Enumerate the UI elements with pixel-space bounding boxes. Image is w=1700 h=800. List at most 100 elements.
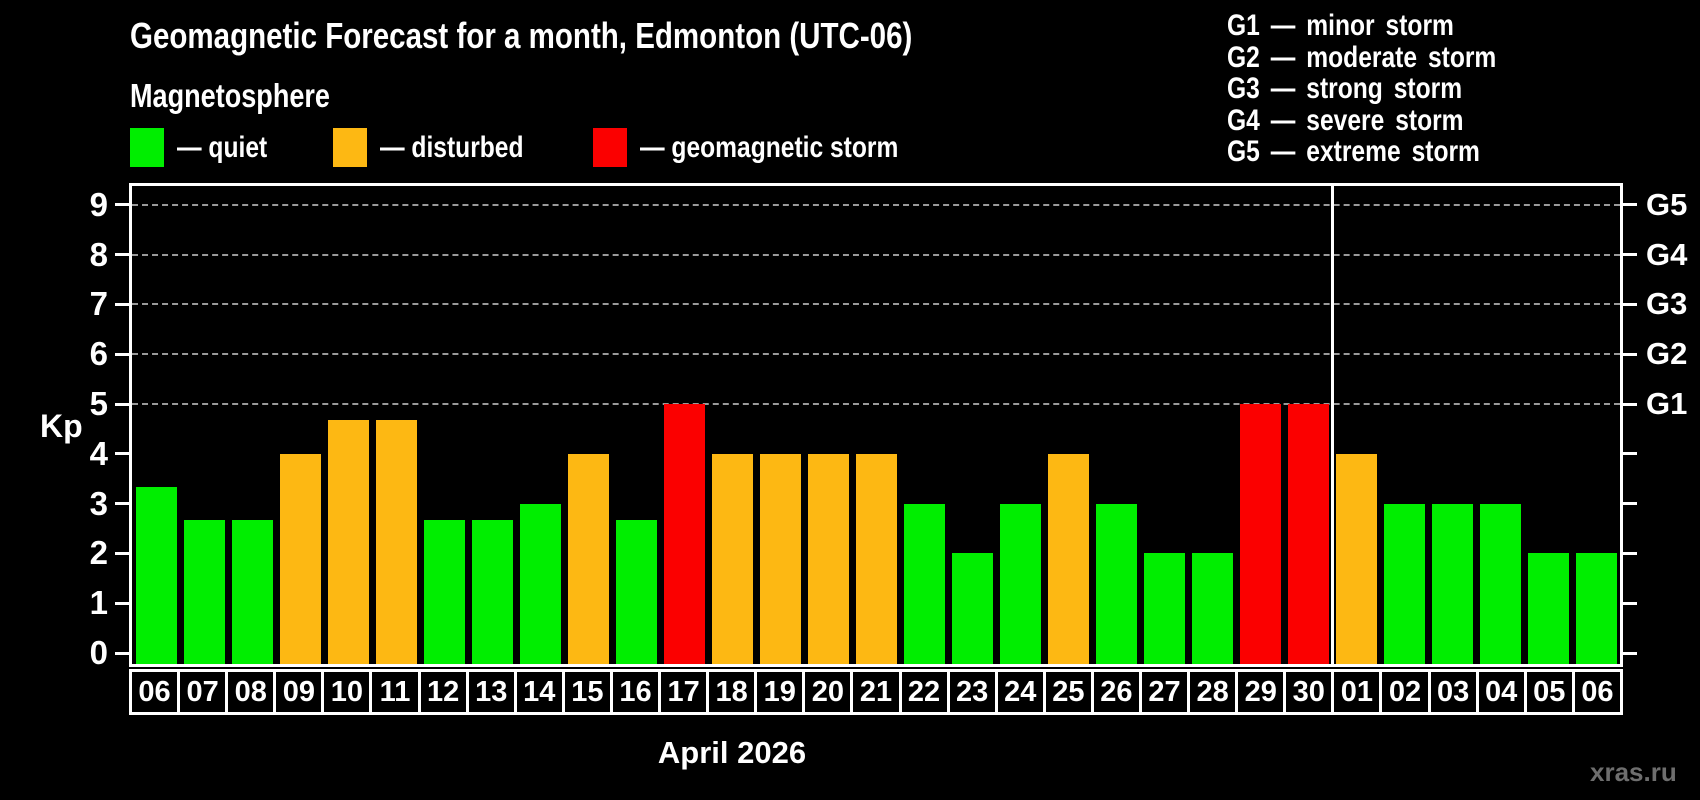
y-tick-0: [115, 651, 129, 655]
kp-bar-27: [1143, 553, 1185, 664]
right-tick-2: [1623, 551, 1637, 555]
kp-bar-21: [855, 453, 897, 664]
x-axis-caption: April 2026: [657, 735, 807, 770]
date-cell-25: 25: [1042, 669, 1094, 715]
date-cell-22: 22: [898, 669, 950, 715]
y-tick-7: [115, 302, 129, 306]
date-cell-04: 04: [1475, 669, 1527, 715]
y-tick-label-7: 7: [89, 285, 108, 323]
right-tick-0: [1623, 651, 1637, 655]
grid-line-kp7: [132, 303, 1620, 306]
magnetosphere-legend: — quiet — disturbed — geomagnetic storm: [0, 128, 1100, 168]
disturbed-color-swatch: [333, 128, 367, 167]
right-tick-3: [1623, 502, 1637, 506]
kp-bar-17: [663, 404, 705, 664]
legend-item-storm: — geomagnetic storm: [593, 128, 955, 167]
watermark: xras.ru: [1590, 757, 1677, 787]
kp-bar-10: [327, 420, 369, 664]
y-axis-label: Kp: [40, 408, 83, 444]
y-tick-4: [115, 452, 129, 456]
date-cell-08: 08: [225, 669, 277, 715]
date-cell-12: 12: [417, 669, 469, 715]
g-scale-legend-g2: G2 — moderate storm: [1227, 40, 1497, 74]
grid-line-kp8: [132, 253, 1620, 256]
kp-bar-11: [375, 420, 417, 664]
legend-label-quiet: — quiet: [177, 130, 268, 164]
kp-bar-28: [1191, 553, 1233, 664]
kp-bar-05: [1527, 553, 1569, 664]
date-cell-23: 23: [946, 669, 998, 715]
date-cell-18: 18: [706, 669, 758, 715]
kp-bar-26: [1095, 503, 1137, 664]
date-cell-07: 07: [177, 669, 229, 715]
g-scale-legend-g5: G5 — extreme storm: [1227, 135, 1480, 169]
kp-bar-01: [1335, 453, 1377, 664]
kp-bar-03: [1431, 503, 1473, 664]
right-tick-8: [1623, 253, 1637, 257]
kp-bar-29: [1239, 404, 1281, 664]
right-tick-1: [1623, 601, 1637, 605]
kp-bar-04: [1479, 503, 1521, 664]
grid-line-kp9: [132, 203, 1620, 206]
chart-title: Geomagnetic Forecast for a month, Edmont…: [130, 15, 913, 56]
chart-subtitle: Magnetosphere: [130, 77, 330, 114]
y-tick-label-2: 2: [89, 534, 108, 572]
x-axis-date-row: 06 07 08 09 10 11 12 13 14 15 16 17 18 19 20 21 22 23 24 25…: [129, 669, 1623, 715]
date-cell-11: 11: [369, 669, 421, 715]
y-tick-1: [115, 601, 129, 605]
date-cell-01: 01: [1331, 669, 1383, 715]
date-cell-15: 15: [561, 669, 613, 715]
date-cell-21: 21: [850, 669, 902, 715]
date-cell-27: 27: [1138, 669, 1191, 715]
y-tick-label-0: 0: [89, 634, 108, 671]
y-tick-5: [115, 402, 129, 406]
kp-bar-18: [711, 453, 753, 664]
kp-bar-19: [759, 453, 801, 664]
kp-bar-13: [471, 520, 513, 664]
kp-bar-16: [615, 520, 657, 664]
legend-label-storm: — geomagnetic storm: [640, 130, 899, 164]
g-scale-legend-g3: G3 — strong storm: [1227, 72, 1463, 106]
g-scale-legend: G1 — minor storm G2 — moderate storm G3 …: [1227, 10, 1555, 168]
legend-item-disturbed: — disturbed: [333, 128, 555, 167]
kp-bar-15: [567, 453, 609, 664]
storm-color-swatch: [593, 128, 627, 167]
date-cell-02: 02: [1379, 669, 1431, 715]
month-divider-line: [1330, 186, 1334, 664]
right-axis-label-g2: G2: [1646, 336, 1688, 372]
y-tick-label-6: 6: [89, 335, 108, 373]
date-cell-10: 10: [321, 669, 373, 715]
plot-area: [129, 183, 1623, 667]
date-cell-29: 29: [1235, 669, 1287, 715]
right-tick-6: [1623, 352, 1637, 356]
y-tick-label-3: 3: [89, 484, 108, 522]
right-axis-label-g4: G4: [1646, 236, 1688, 272]
date-cell-05: 05: [1523, 669, 1575, 715]
y-tick-2: [115, 551, 129, 555]
date-cell-09: 09: [273, 669, 325, 715]
kp-bar-23: [951, 553, 993, 664]
right-axis-label-g1: G1: [1646, 386, 1688, 421]
legend-label-disturbed: — disturbed: [380, 130, 524, 164]
date-cell-14: 14: [513, 669, 565, 715]
kp-bar-08: [231, 520, 273, 664]
g-scale-legend-g4: G4 — severe storm: [1227, 103, 1464, 137]
y-tick-label-1: 1: [89, 584, 108, 622]
date-cell-13: 13: [465, 669, 517, 715]
date-cell-24: 24: [994, 669, 1046, 715]
date-cell-17: 17: [658, 669, 710, 715]
y-tick-8: [115, 253, 129, 257]
kp-bar-06: [135, 487, 177, 664]
g-scale-legend-g1: G1 — minor storm: [1227, 9, 1454, 42]
date-cell-28: 28: [1187, 669, 1239, 715]
right-tick-7: [1623, 302, 1637, 306]
kp-bar-09: [279, 453, 321, 664]
y-tick-9: [115, 203, 129, 207]
y-tick-label-5: 5: [89, 385, 108, 422]
date-cell-06: 06: [1571, 669, 1623, 715]
y-tick-label-9: 9: [89, 185, 108, 223]
kp-bar-14: [519, 503, 561, 664]
y-tick-label-4: 4: [89, 434, 108, 472]
date-cell-16: 16: [609, 669, 662, 715]
